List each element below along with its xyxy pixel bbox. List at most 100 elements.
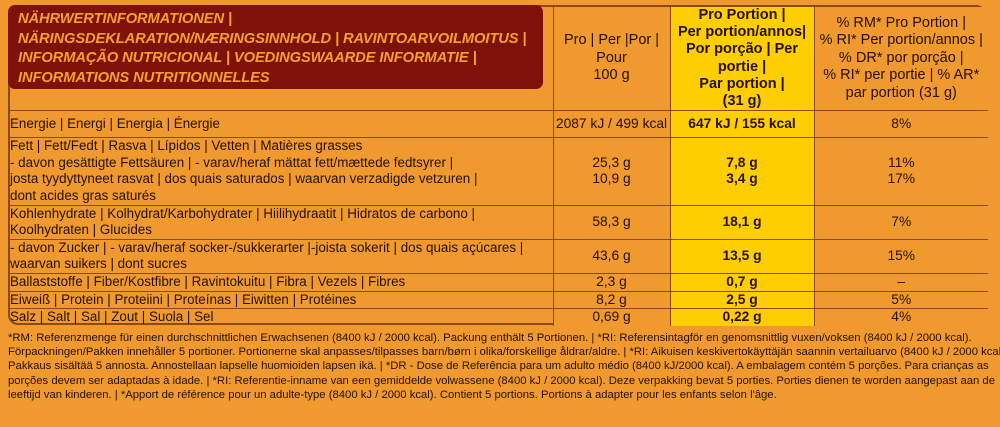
value-line: 18,1 g xyxy=(722,213,762,229)
value-line: 10,9 g xyxy=(592,171,631,187)
table-row-sugars: - davon Zucker | - varav/heraf socker-/s… xyxy=(10,238,988,274)
nutrient-label-line: Salz | Salt | Sal | Zout | Suola | Sel xyxy=(10,309,214,325)
value-ri-protein: 5% xyxy=(813,290,988,310)
value-line: 7% xyxy=(891,213,912,229)
header-per-portion-line: Pro Portion | xyxy=(698,7,786,23)
value-line: 15% xyxy=(887,248,916,264)
nutrient-label-line: waarvan suikers | dont sucres xyxy=(10,256,187,272)
value-per-100g-protein: 8,2 g xyxy=(552,290,671,310)
header-ri-line: % RI* per portie | % AR* xyxy=(823,67,980,84)
nutrient-label-line: josta tyydyttyneet rasvat | dos quais sa… xyxy=(10,171,478,187)
value-per-100g-energy: 2087 kJ / 499 kcal xyxy=(552,110,671,139)
value-line: 2087 kJ / 499 kcal xyxy=(555,115,668,131)
footnote-line: *RM: Referenzmenge für einen durchschnit… xyxy=(8,332,972,344)
nutrient-label-line: dont acides gras saturés xyxy=(10,188,156,203)
title-line: INFORMATIONS NUTRITIONNELLES xyxy=(18,69,270,86)
value-line: 8,2 g xyxy=(596,291,627,307)
header-per-100g-line: Pour xyxy=(596,49,627,66)
value-line: 17% xyxy=(887,171,916,187)
table-row-carbohydrate: Kohlenhydrate | Kolhydrat/Karbohydrater … xyxy=(10,204,988,240)
value-line: 2,3 g xyxy=(596,273,627,289)
value-per-portion-carbohydrate: 18,1 g xyxy=(669,204,815,240)
footnote-line: Förpackningen/Pakken innehåller 5 portio… xyxy=(8,346,1000,359)
table-row-fat: Fett | Fett/Fedt | Rasva | Lípidos | Vet… xyxy=(10,137,988,206)
table-row-protein: Eiweiß | Protein | Proteiini | Proteínas… xyxy=(10,290,988,310)
table-row-energy: Energie | Energi | Energia | Énergie 208… xyxy=(10,110,988,139)
value-per-portion-protein: 2,5 g xyxy=(669,290,815,310)
value-line: 43,6 g xyxy=(592,248,631,264)
nutrient-label-line: Koolhydraten | Glucides xyxy=(10,222,152,238)
header-cell-reference-intake: % RM* Pro Portion | % RI* Per portion/an… xyxy=(813,7,988,112)
nutrient-label-line: Fett | Fett/Fedt | Rasva | Lípidos | Vet… xyxy=(10,138,363,154)
title-line: INFORMAÇÃO NUTRICIONAL | VOEDINGSWAARDE … xyxy=(18,50,477,66)
value-line: – xyxy=(897,273,906,289)
value-line: 0,22 g xyxy=(722,309,762,325)
nutrient-name-sugars: - davon Zucker | - varav/heraf socker-/s… xyxy=(10,238,554,274)
value-per-100g-fat: 25,3 g 10,9 g xyxy=(552,137,671,206)
footnote-line: porções devem ser adaptadas à idade. | *… xyxy=(8,374,995,387)
header-ri-line: % RI* Per portion/annos | xyxy=(819,32,983,49)
value-per-portion-salt: 0,22 g xyxy=(669,308,815,326)
nutrient-name-salt: Salz | Salt | Sal | Zout | Suola | Sel xyxy=(10,308,554,326)
header-ri-line: par portion (31 g) xyxy=(845,84,957,101)
value-per-100g-salt: 0,69 g xyxy=(552,308,671,326)
nutrient-name-carbohydrate: Kohlenhydrate | Kolhydrat/Karbohydrater … xyxy=(10,204,554,240)
nutrient-label-line: Eiweiß | Protein | Proteiini | Proteínas… xyxy=(10,291,357,307)
nutrient-name-protein: Eiweiß | Protein | Proteiini | Proteínas… xyxy=(10,290,554,310)
header-ri-line: % RM* Pro Portion | xyxy=(836,14,966,31)
header-cell-per-100g: Pro | Per |Por | Pour 100 g xyxy=(552,7,671,112)
title-line: NÄRINGSDEKLARATION/NÆRINGSINNHOLD | RAVI… xyxy=(18,30,527,47)
value-line: 2,5 g xyxy=(726,291,758,307)
nutrient-label-line: Ballaststoffe | Fiber/Kostfibre | Ravint… xyxy=(10,273,406,289)
value-line: 5% xyxy=(891,291,912,307)
value-ri-fat: 11% 17% xyxy=(813,137,988,206)
nutrient-name-fibre: Ballaststoffe | Fiber/Kostfibre | Ravint… xyxy=(10,272,554,292)
nutrient-label-line: - davon Zucker | - varav/heraf socker-/s… xyxy=(10,239,524,255)
header-cell-per-portion: Pro Portion | Per portion/annos| Por por… xyxy=(669,7,815,112)
value-ri-fibre: – xyxy=(813,272,988,292)
header-per-portion-line: Por porção | Per portie | xyxy=(685,41,799,75)
table-row-salt: Salz | Salt | Sal | Zout | Suola | Sel 0… xyxy=(10,308,988,326)
value-ri-sugars: 15% xyxy=(813,238,988,274)
value-ri-carbohydrate: 7% xyxy=(813,204,988,240)
value-per-100g-fibre: 2,3 g xyxy=(552,272,671,292)
nutrient-label-line: Kohlenhydrate | Kolhydrat/Karbohydrater … xyxy=(10,205,475,221)
value-per-100g-carbohydrate: 58,3 g xyxy=(552,204,671,240)
value-line: 11% xyxy=(887,154,915,170)
header-per-100g-line: 100 g xyxy=(593,67,630,84)
value-ri-energy: 8% xyxy=(813,110,988,139)
header-ri-line: % DR* por porção | xyxy=(838,49,964,66)
nutrient-name-fat: Fett | Fett/Fedt | Rasva | Lípidos | Vet… xyxy=(10,137,554,206)
nutrition-table-grid: Pro | Per |Por | Pour 100 g Pro Portion … xyxy=(10,7,988,326)
value-ri-salt: 4% xyxy=(813,308,988,326)
nutrient-name-energy: Energie | Energi | Energia | Énergie xyxy=(10,110,554,139)
value-line: 4% xyxy=(891,309,912,325)
value-line: 13,5 g xyxy=(722,248,762,264)
footnote-line: leeftijd van kinderen. | *Apport de réfé… xyxy=(8,388,777,401)
header-per-portion-line: (31 g) xyxy=(722,93,762,110)
title-line: NÄHRWERTINFORMATIONEN | xyxy=(18,11,232,27)
header-per-portion-line: Par portion | xyxy=(699,75,785,92)
value-line: 0,69 g xyxy=(592,309,631,325)
value-line: 647 kJ / 155 kcal xyxy=(688,115,796,131)
nutrient-label-line: - davon gesättigte Fettsäuren | - varav/… xyxy=(10,154,454,170)
table-row-fibre: Ballaststoffe | Fiber/Kostfibre | Ravint… xyxy=(10,272,988,292)
value-per-portion-energy: 647 kJ / 155 kcal xyxy=(669,110,815,139)
nutrition-table: Pro | Per |Por | Pour 100 g Pro Portion … xyxy=(8,5,988,326)
header-per-portion-line: Per portion/annos| xyxy=(677,24,807,41)
footnote-line: Pakkaus sisältää 5 annosta. Annostellaan… xyxy=(8,360,989,373)
value-line: 3,4 g xyxy=(726,171,758,187)
value-line: 7,8 g xyxy=(726,154,758,170)
value-line: 0,7 g xyxy=(726,273,758,289)
nutrient-label-line: Energie | Energi | Energia | Énergie xyxy=(10,115,220,131)
footnote-block: *RM: Referenzmenge für einen durchschnit… xyxy=(8,331,1000,402)
nutrition-title-banner: NÄHRWERTINFORMATIONEN | NÄRINGSDEKLARATI… xyxy=(8,5,543,89)
value-per-portion-sugars: 13,5 g xyxy=(669,238,815,274)
header-per-100g-line: Pro | Per |Por | xyxy=(563,32,660,49)
value-line: 25,3 g xyxy=(592,154,631,170)
value-per-100g-sugars: 43,6 g xyxy=(552,238,671,274)
value-line: 8% xyxy=(891,115,912,131)
value-line: 58,3 g xyxy=(592,213,631,229)
value-per-portion-fat: 7,8 g 3,4 g xyxy=(669,137,815,206)
value-per-portion-fibre: 0,7 g xyxy=(669,272,815,292)
